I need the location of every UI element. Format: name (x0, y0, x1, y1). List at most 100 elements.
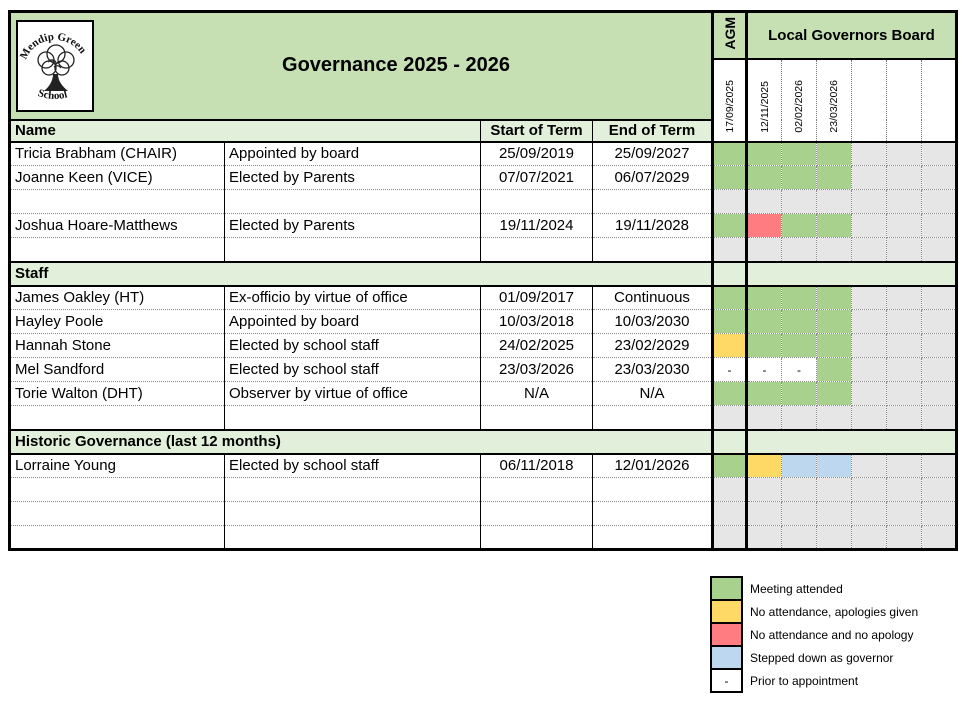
legend-swatch-apologies[interactable] (710, 599, 743, 624)
name-cell[interactable]: Hayley Poole (9, 309, 225, 334)
appointment-cell[interactable] (224, 501, 481, 526)
attendance-cell[interactable] (746, 237, 782, 262)
section-band-agm-cell[interactable] (711, 428, 748, 455)
start-of-term-cell[interactable]: 01/09/2017 (480, 285, 593, 310)
attendance-cell[interactable] (746, 381, 782, 406)
name-column-header[interactable]: Name (9, 119, 481, 143)
attendance-cell[interactable] (746, 477, 782, 502)
attendance-cell[interactable] (711, 213, 748, 238)
attendance-cell[interactable] (781, 189, 817, 214)
appointment-cell[interactable]: Elected by Parents (224, 213, 481, 238)
agm-column-header[interactable]: AGM (711, 11, 748, 60)
legend-swatch-prior[interactable]: - (710, 668, 743, 693)
attendance-cell[interactable] (886, 165, 922, 190)
attendance-cell[interactable] (851, 381, 887, 406)
attendance-cell[interactable] (711, 333, 748, 358)
name-cell[interactable]: James Oakley (HT) (9, 285, 225, 310)
attendance-cell[interactable] (921, 477, 957, 502)
attendance-cell[interactable] (921, 141, 957, 166)
attendance-cell[interactable] (886, 309, 922, 334)
attendance-cell[interactable] (816, 453, 852, 478)
attendance-cell[interactable] (781, 141, 817, 166)
attendance-cell[interactable] (921, 405, 957, 430)
meeting-date-cell[interactable]: 12/11/2025 (746, 58, 782, 143)
attendance-cell[interactable] (886, 357, 922, 382)
end-of-term-cell[interactable] (592, 477, 713, 502)
start-of-term-cell[interactable]: 10/03/2018 (480, 309, 593, 334)
attendance-cell[interactable] (921, 453, 957, 478)
attendance-cell[interactable] (921, 309, 957, 334)
end-of-term-cell[interactable]: 19/11/2028 (592, 213, 713, 238)
attendance-cell[interactable] (851, 405, 887, 430)
attendance-cell[interactable] (711, 309, 748, 334)
appointment-cell[interactable]: Appointed by board (224, 309, 481, 334)
local-governors-board-header[interactable]: Local Governors Board (746, 11, 957, 60)
attendance-cell[interactable] (851, 525, 887, 550)
attendance-cell[interactable] (711, 237, 748, 262)
attendance-cell[interactable] (816, 189, 852, 214)
name-cell[interactable]: Torie Walton (DHT) (9, 381, 225, 406)
attendance-cell[interactable] (816, 501, 852, 526)
attendance-cell[interactable] (781, 309, 817, 334)
attendance-cell[interactable] (851, 189, 887, 214)
attendance-cell[interactable] (781, 285, 817, 310)
start-of-term-cell[interactable]: 23/03/2026 (480, 357, 593, 382)
meeting-date-cell[interactable] (886, 58, 922, 143)
end-of-term-cell[interactable]: Continuous (592, 285, 713, 310)
title-cell[interactable]: Mendip Green School (9, 11, 713, 121)
attendance-cell[interactable] (886, 189, 922, 214)
name-cell[interactable] (9, 477, 225, 502)
name-cell[interactable]: Joshua Hoare-Matthews (9, 213, 225, 238)
attendance-cell[interactable] (886, 525, 922, 550)
section-band-agm-cell[interactable] (711, 260, 748, 287)
attendance-cell[interactable] (921, 237, 957, 262)
attendance-cell[interactable] (711, 189, 748, 214)
attendance-cell[interactable] (781, 453, 817, 478)
start-of-term-cell[interactable]: 06/11/2018 (480, 453, 593, 478)
attendance-cell[interactable] (746, 141, 782, 166)
attendance-cell[interactable] (816, 309, 852, 334)
appointment-cell[interactable]: Elected by school staff (224, 333, 481, 358)
meeting-date-cell[interactable]: 23/03/2026 (816, 58, 852, 143)
appointment-cell[interactable] (224, 477, 481, 502)
legend-swatch-stepped_down[interactable] (710, 645, 743, 670)
attendance-cell[interactable] (746, 285, 782, 310)
name-cell[interactable]: Tricia Brabham (CHAIR) (9, 141, 225, 166)
section-band-title[interactable]: Historic Governance (last 12 months) (9, 428, 713, 455)
attendance-cell[interactable] (921, 357, 957, 382)
attendance-cell[interactable] (711, 381, 748, 406)
start-of-term-cell[interactable] (480, 405, 593, 430)
attendance-cell[interactable]: - (746, 357, 782, 382)
end-of-term-cell[interactable] (592, 237, 713, 262)
end-of-term-cell[interactable]: 10/03/2030 (592, 309, 713, 334)
appointment-cell[interactable] (224, 405, 481, 430)
meeting-date-cell[interactable]: 02/02/2026 (781, 58, 817, 143)
attendance-cell[interactable] (781, 333, 817, 358)
appointment-cell[interactable] (224, 189, 481, 214)
appointment-cell[interactable] (224, 237, 481, 262)
name-cell[interactable]: Hannah Stone (9, 333, 225, 358)
attendance-cell[interactable] (886, 285, 922, 310)
end-of-term-cell[interactable]: 23/02/2029 (592, 333, 713, 358)
start-of-term-cell[interactable] (480, 237, 593, 262)
legend-swatch-attended[interactable] (710, 576, 743, 601)
attendance-cell[interactable] (711, 285, 748, 310)
attendance-cell[interactable] (746, 213, 782, 238)
appointment-cell[interactable]: Elected by Parents (224, 165, 481, 190)
end-of-term-cell[interactable]: 12/01/2026 (592, 453, 713, 478)
attendance-cell[interactable] (816, 525, 852, 550)
attendance-cell[interactable] (851, 213, 887, 238)
appointment-cell[interactable]: Observer by virtue of office (224, 381, 481, 406)
attendance-cell[interactable] (851, 237, 887, 262)
attendance-cell[interactable] (851, 141, 887, 166)
attendance-cell[interactable] (921, 501, 957, 526)
end-of-term-cell[interactable]: 25/09/2027 (592, 141, 713, 166)
start-of-term-cell[interactable] (480, 525, 593, 550)
end-of-term-cell[interactable] (592, 525, 713, 550)
start-of-term-cell[interactable] (480, 501, 593, 526)
attendance-cell[interactable] (816, 477, 852, 502)
attendance-cell[interactable] (921, 189, 957, 214)
attendance-cell[interactable] (886, 405, 922, 430)
attendance-cell[interactable] (746, 405, 782, 430)
end-of-term-cell[interactable]: N/A (592, 381, 713, 406)
